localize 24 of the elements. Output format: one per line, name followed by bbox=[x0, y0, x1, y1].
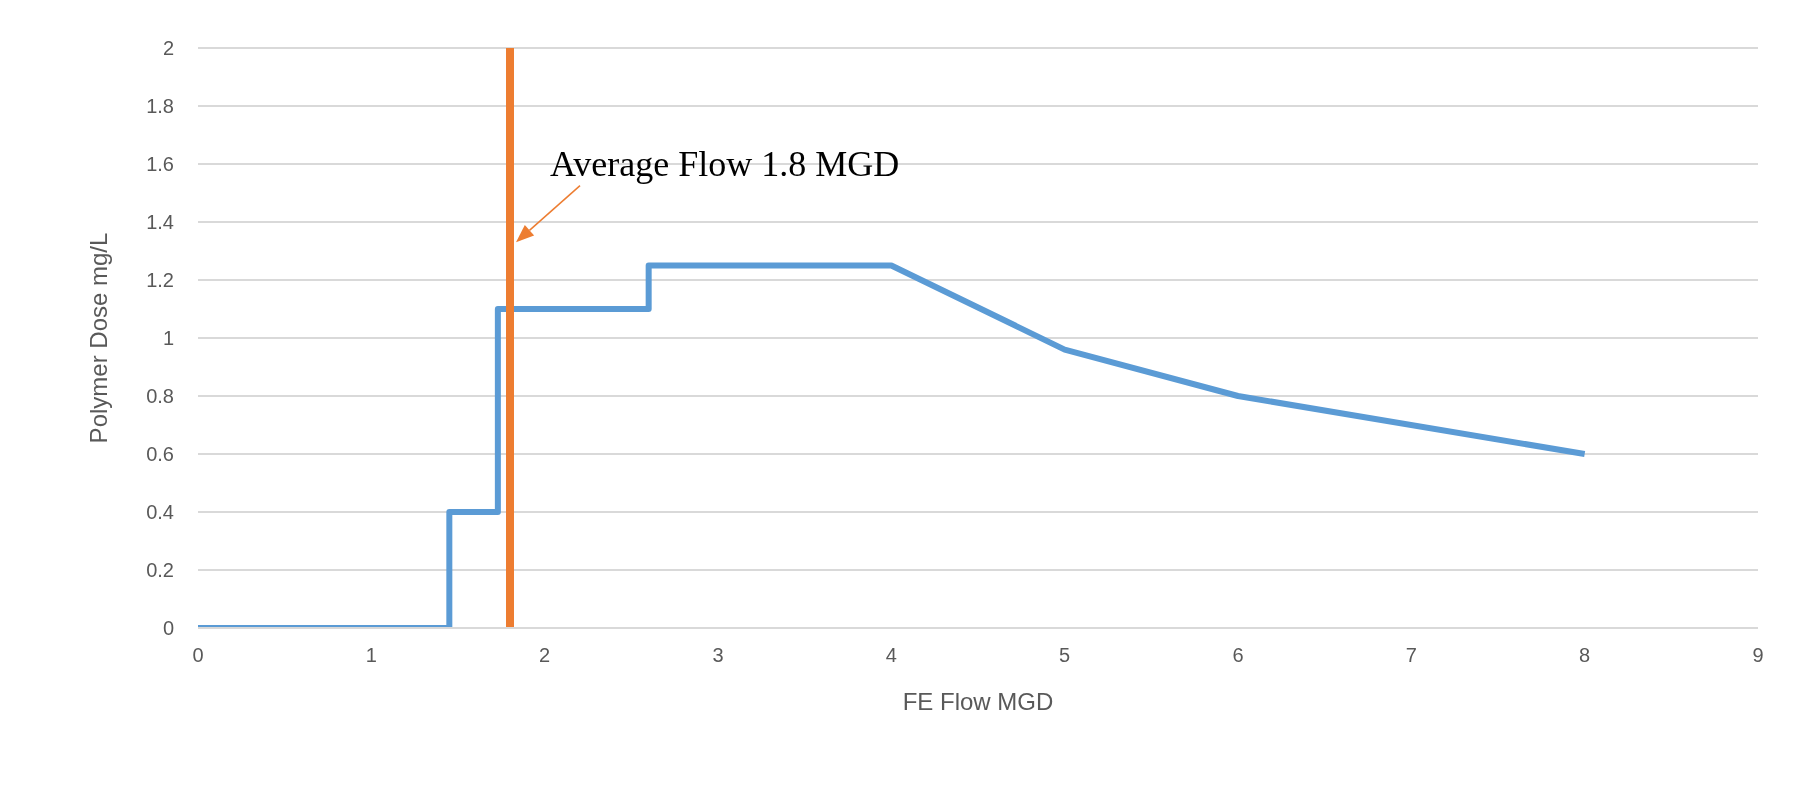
y-tick-label: 0.8 bbox=[146, 385, 174, 408]
x-tick-label: 2 bbox=[539, 644, 551, 667]
y-tick-label: 0.2 bbox=[146, 559, 174, 582]
y-tick-label: 1 bbox=[162, 327, 174, 350]
x-tick-label: 5 bbox=[1059, 644, 1071, 667]
y-tick-label: 2 bbox=[162, 37, 174, 60]
x-tick-label: 1 bbox=[365, 644, 377, 667]
x-tick-label: 6 bbox=[1232, 644, 1244, 667]
y-axis-title: Polymer Dose mg/L bbox=[84, 232, 112, 444]
y-tick-label: 1.6 bbox=[146, 153, 174, 176]
x-tick-label: 7 bbox=[1405, 644, 1417, 667]
x-axis-title: FE Flow MGD bbox=[902, 688, 1054, 715]
y-tick-label: 0.6 bbox=[146, 443, 174, 466]
x-tick-label: 0 bbox=[192, 644, 204, 667]
x-tick-label: 9 bbox=[1752, 644, 1764, 667]
y-tick-label: 0 bbox=[162, 617, 174, 640]
y-tick-label: 1.4 bbox=[146, 211, 174, 234]
x-tick-label: 3 bbox=[712, 644, 724, 667]
x-tick-label: 8 bbox=[1579, 644, 1591, 667]
ref-line-label: Average Flow 1.8 MGD bbox=[550, 143, 900, 184]
y-tick-label: 1.8 bbox=[146, 95, 174, 118]
y-tick-label: 0.4 bbox=[146, 501, 174, 524]
x-tick-label: 4 bbox=[885, 644, 897, 667]
y-tick-label: 1.2 bbox=[146, 269, 174, 292]
